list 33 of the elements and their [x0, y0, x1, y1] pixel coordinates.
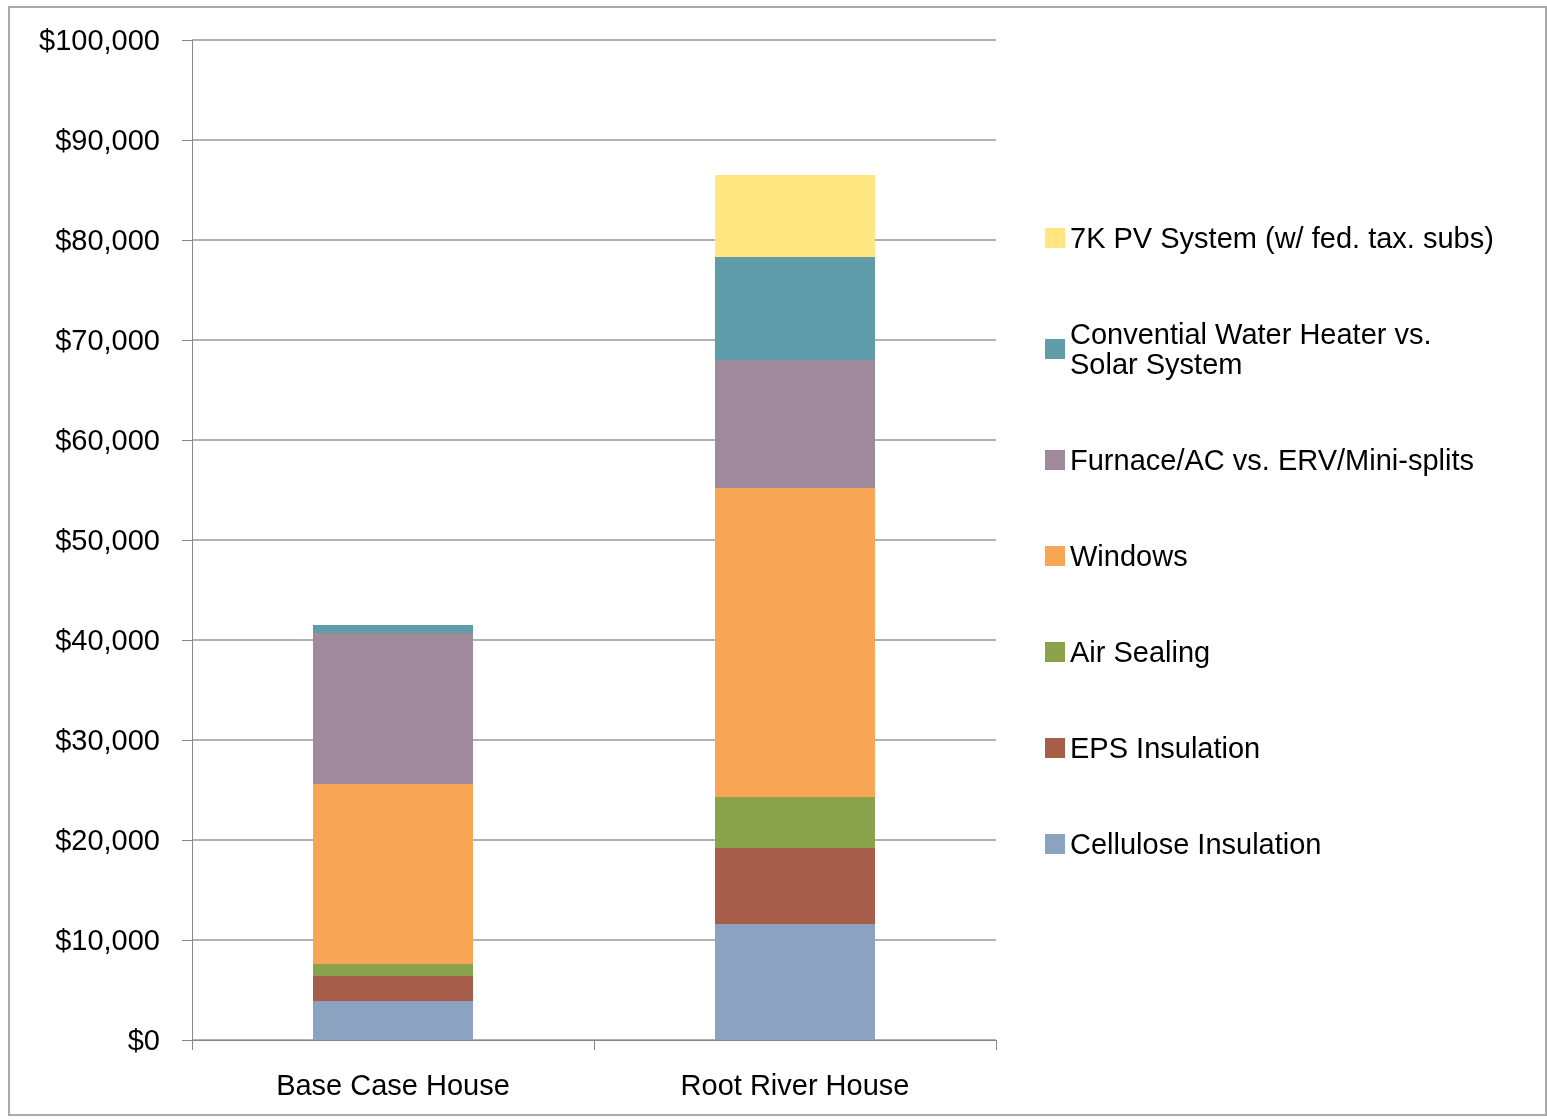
legend-label: 7K PV System (w/ fed. tax. subs) [1070, 222, 1494, 254]
legend-label: Windows [1070, 540, 1188, 572]
x-tick-label: Root River House [680, 1068, 910, 1101]
x-tick-label: Base Case House [276, 1068, 510, 1101]
bar [715, 797, 875, 848]
legend-label: EPS Insulation [1070, 732, 1261, 764]
legend-label: Furnace/AC vs. ERV/Mini-splits [1070, 444, 1474, 476]
bar [715, 848, 875, 924]
y-tick-label: $70,000 [55, 324, 160, 356]
y-tick-label: $0 [127, 1024, 160, 1056]
legend-label: Convential Water Heater vs. Solar System [1070, 318, 1432, 380]
bar [715, 257, 875, 360]
bar [715, 360, 875, 488]
bar [715, 488, 875, 797]
y-tick-label: $10,000 [55, 924, 160, 956]
bar [715, 175, 875, 257]
y-tick-label: $40,000 [55, 624, 160, 656]
y-tick-label: $20,000 [55, 824, 160, 856]
bar [313, 976, 473, 1001]
y-tick-label: $60,000 [55, 424, 160, 456]
bar [715, 924, 875, 1040]
legend-label: Cellulose Insulation [1070, 828, 1322, 860]
y-tick-label: $50,000 [55, 524, 160, 556]
bar [313, 633, 473, 784]
y-tick-label: $100,000 [39, 24, 160, 56]
bar [313, 1001, 473, 1040]
bar [313, 964, 473, 976]
bar [313, 625, 473, 633]
y-tick-label: $80,000 [55, 224, 160, 256]
bar [313, 784, 473, 964]
y-tick-label: $90,000 [55, 124, 160, 156]
y-tick-label: $30,000 [55, 724, 160, 756]
legend-label: Air Sealing [1070, 636, 1211, 668]
